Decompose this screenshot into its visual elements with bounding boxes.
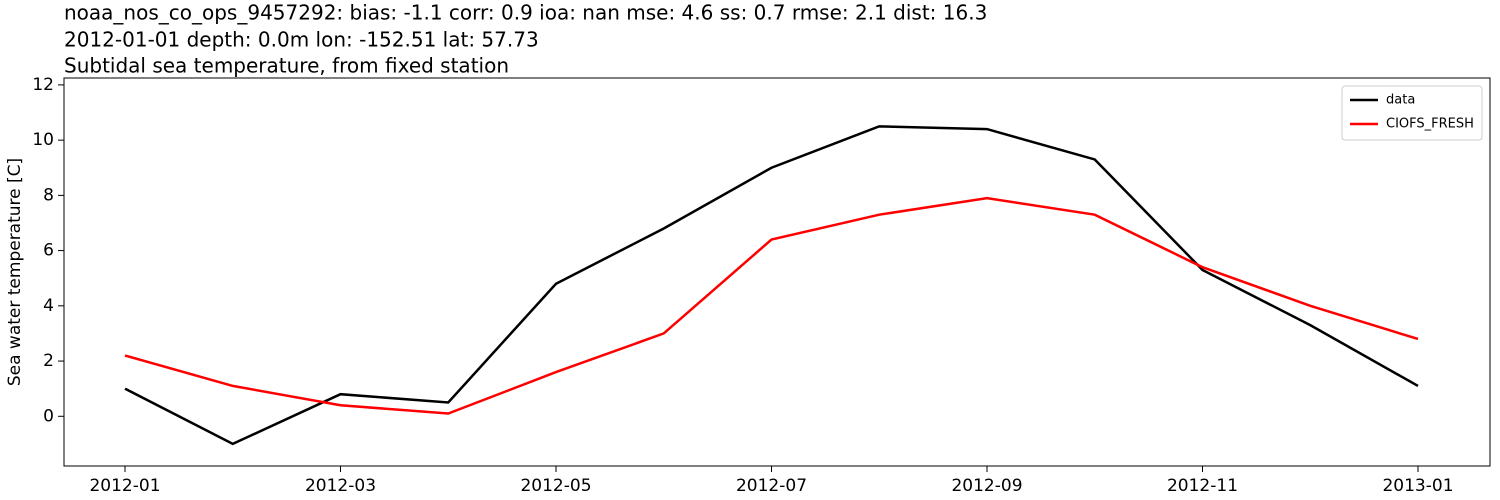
y-tick-label: 8 [43,185,54,205]
x-tick-label: 2012-03 [305,476,376,496]
series-line [124,125,1419,446]
legend-label: data [1386,93,1415,108]
x-tick-label: 2012-11 [1167,476,1238,496]
series-line [124,196,1419,415]
y-axis-label: Sea water temperature [C] [5,158,25,386]
y-tick-label: 2 [43,351,54,371]
x-tick-label: 2012-01 [89,476,160,496]
x-tick-label: 2013-01 [1382,476,1453,496]
x-tick-label: 2012-09 [951,476,1022,496]
y-tick-label: 12 [32,75,54,95]
y-tick-label: 4 [43,296,54,316]
y-tick-label: 10 [32,130,54,150]
chart-title-1: noaa_nos_co_ops_9457292: bias: -1.1 corr… [64,1,987,25]
y-tick-label: 6 [43,241,54,261]
chart-title-3: Subtidal sea temperature, from fixed sta… [64,54,509,78]
chart-title-2: 2012-01-01 depth: 0.0m lon: -152.51 lat:… [64,28,539,52]
legend-label: CIOFS_FRESH [1386,117,1474,132]
plot-frame [63,77,1491,467]
x-tick-label: 2012-07 [736,476,807,496]
y-tick-label: 0 [43,406,54,426]
x-tick-label: 2012-05 [520,476,591,496]
